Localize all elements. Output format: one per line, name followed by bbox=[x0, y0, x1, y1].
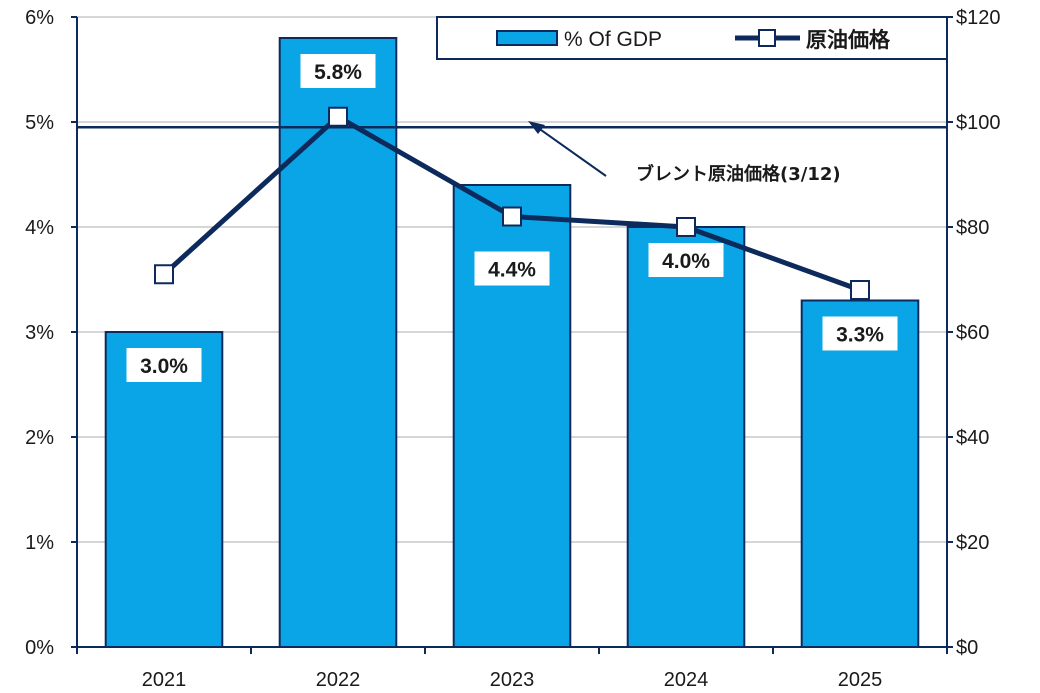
line-point-marker bbox=[502, 206, 522, 227]
y-right-tick-label: $40 bbox=[956, 427, 989, 449]
data-label: 3.0% bbox=[140, 355, 188, 378]
y-left-tick-label: 4% bbox=[25, 217, 54, 239]
bar-data-labels: 3.0% 5.8% 4.4% 4.0% 3.3% bbox=[126, 54, 898, 382]
data-label-box bbox=[474, 251, 550, 286]
y-right-tick-label: $0 bbox=[956, 637, 978, 659]
data-label: 4.0% bbox=[662, 250, 710, 273]
data-label: 4.4% bbox=[488, 259, 536, 282]
data-label-box bbox=[300, 54, 376, 88]
legend-line-marker bbox=[758, 29, 776, 47]
legend: % Of GDP 原油価格 bbox=[436, 16, 948, 60]
y-right-tick-label: $100 bbox=[956, 112, 1001, 134]
y-left-tick-label: 0% bbox=[25, 637, 54, 659]
y-right-tick-label: $60 bbox=[956, 322, 989, 344]
bar bbox=[800, 299, 920, 648]
annotation-text: ブレント原油価格(3/12) bbox=[636, 163, 841, 185]
y-left-tick-label: 6% bbox=[25, 7, 54, 29]
data-label-box bbox=[822, 316, 898, 351]
x-tick-label: 2022 bbox=[316, 669, 361, 691]
line-series bbox=[154, 106, 870, 300]
line-point-marker bbox=[328, 106, 348, 127]
y-left-tick-label: 2% bbox=[25, 427, 54, 449]
x-tick-label: 2023 bbox=[490, 669, 535, 691]
data-label: 3.3% bbox=[836, 324, 884, 347]
bar bbox=[626, 226, 746, 648]
line-point-marker bbox=[676, 217, 696, 237]
x-tick-label: 2021 bbox=[142, 669, 187, 691]
x-axis-ticks: 2021 2022 2023 2024 2025 bbox=[142, 669, 883, 691]
line-point-marker bbox=[850, 280, 870, 300]
y-right-tick-label: $80 bbox=[956, 217, 989, 239]
legend-bar-swatch bbox=[496, 30, 558, 46]
y-axis-right-ticks: $0 $20 $40 $60 $80 $100 $120 bbox=[947, 7, 1001, 659]
legend-bar-label: % Of GDP bbox=[564, 28, 662, 51]
bar-series bbox=[104, 37, 920, 648]
y-left-tick-label: 1% bbox=[25, 532, 54, 554]
y-right-tick-label: $20 bbox=[956, 532, 989, 554]
annotation-arrow-shaft bbox=[533, 124, 607, 177]
y-right-tick-label: $120 bbox=[956, 7, 1001, 29]
x-tick-label: 2024 bbox=[664, 669, 709, 691]
x-tick-label: 2025 bbox=[838, 669, 883, 691]
data-label-box bbox=[126, 348, 202, 382]
annotation-arrow-head bbox=[528, 121, 545, 134]
y-axis-left-ticks: 0% 1% 2% 3% 4% 5% 6% bbox=[25, 7, 77, 659]
line-point-marker bbox=[154, 264, 174, 285]
y-left-tick-label: 5% bbox=[25, 112, 54, 134]
legend-line-label: 原油価格 bbox=[806, 28, 891, 52]
bar bbox=[278, 37, 398, 648]
data-label-box bbox=[648, 243, 724, 277]
data-label: 5.8% bbox=[314, 61, 362, 84]
y-left-tick-label: 3% bbox=[25, 322, 54, 344]
annotation: ブレント原油価格(3/12) bbox=[528, 121, 841, 185]
